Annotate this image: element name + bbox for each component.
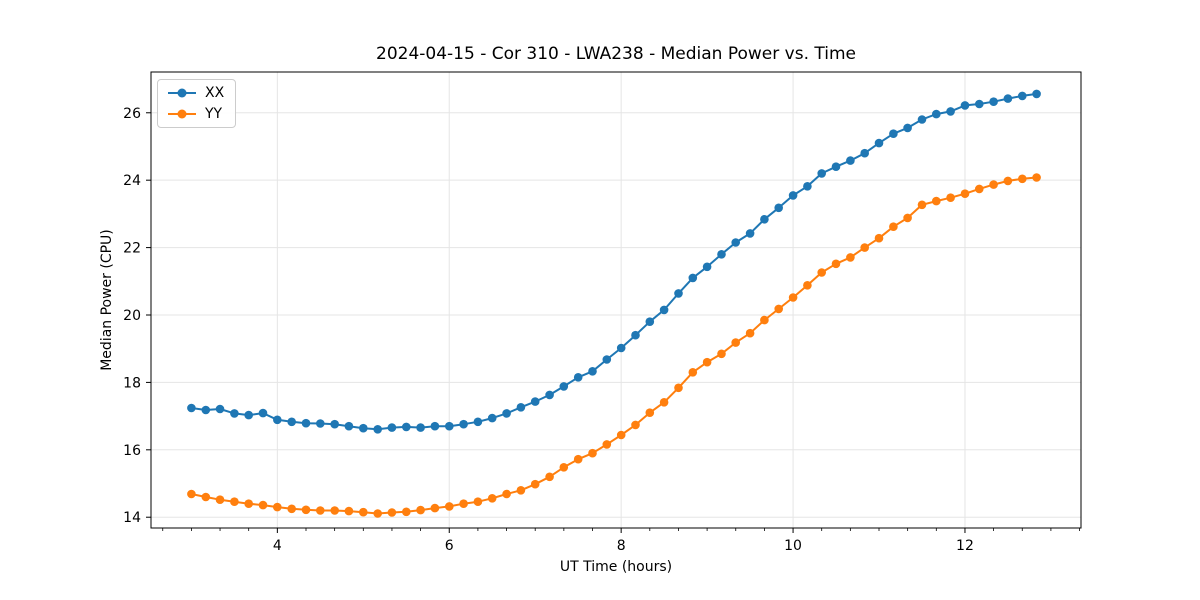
svg-text:16: 16	[123, 443, 141, 459]
svg-text:18: 18	[123, 375, 141, 391]
y-axis-label: Median Power (CPU)	[99, 229, 115, 371]
legend-item-yy: YY	[167, 106, 224, 122]
svg-text:26: 26	[123, 106, 141, 122]
svg-text:8: 8	[617, 538, 626, 554]
svg-text:20: 20	[123, 308, 141, 324]
svg-text:12: 12	[956, 538, 974, 554]
svg-text:22: 22	[123, 241, 141, 257]
chart-title: 2024-04-15 - Cor 310 - LWA238 - Median P…	[376, 44, 856, 64]
x-axis-label: UT Time (hours)	[559, 559, 673, 575]
svg-text:6: 6	[445, 538, 454, 554]
svg-text:14: 14	[123, 510, 141, 526]
svg-text:4: 4	[273, 538, 282, 554]
svg-text:10: 10	[784, 538, 802, 554]
legend-line-marker-xx-icon	[168, 88, 196, 98]
legend-line-marker-yy-icon	[168, 109, 196, 119]
legend-label-yy: YY	[205, 106, 223, 122]
legend-item-xx: XX	[167, 85, 224, 101]
legend: XX YY	[157, 79, 237, 128]
svg-text:24: 24	[123, 173, 141, 189]
legend-label-xx: XX	[205, 85, 225, 101]
